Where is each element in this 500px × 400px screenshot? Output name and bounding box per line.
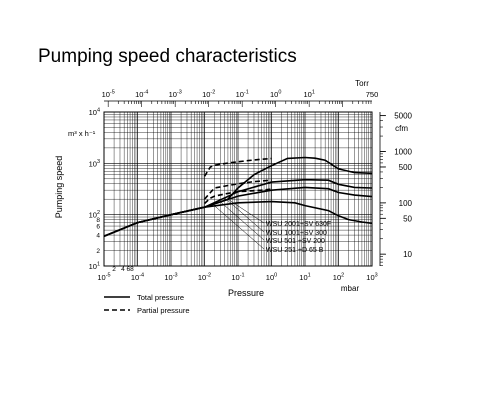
y-tick-label: 101 — [89, 262, 100, 272]
series-label-3: WSU 501 +SV 200 — [266, 238, 325, 245]
top-tick-label: 100 — [270, 90, 281, 100]
x-tick-label-exponent: 2 — [341, 273, 344, 279]
right-tick-label: 5000 — [394, 112, 412, 121]
top-tick-label: 10-2 — [202, 90, 215, 100]
right-tick-label: 10 — [403, 250, 412, 259]
y-minor-label: 4 — [96, 233, 100, 240]
x-tick-label: 10-5 — [97, 273, 110, 283]
series-leader-4 — [214, 205, 265, 250]
top-axis-ticks — [107, 101, 372, 107]
series-label-1: WSU 2001+SV 630F — [266, 221, 331, 228]
top-tick-label: 10-3 — [169, 90, 182, 100]
x-minor-label: 4 68 — [121, 266, 134, 273]
series-leader-1 — [227, 199, 265, 224]
series-partial-line-3 — [203, 188, 272, 205]
top-tick-label: 10-5 — [102, 90, 115, 100]
top-tick-label: 750 — [366, 90, 379, 99]
x-tick-label-exponent: -1 — [240, 273, 245, 279]
y-tick-label-exponent: 1 — [97, 262, 100, 268]
x-tick-label: 10-3 — [164, 273, 177, 283]
right-tick-label: 100 — [399, 199, 413, 208]
top-tick-label-exponent: -5 — [110, 90, 115, 96]
legend-partial-label: Partial pressure — [137, 306, 190, 315]
x-minor-label: 2 — [112, 266, 116, 273]
series-label-4: WSU 251 +D 65 B — [266, 247, 324, 254]
top-tick-label: 10-4 — [135, 90, 148, 100]
plot-frame — [103, 111, 373, 267]
y-tick-label-exponent: 4 — [97, 108, 100, 114]
y-tick-label: 104 — [89, 108, 100, 118]
x-axis-label: Pressure — [228, 288, 264, 298]
top-tick-label: 101 — [303, 90, 314, 100]
top-tick-label: 10-1 — [236, 90, 249, 100]
x-tick-label: 101 — [299, 273, 310, 283]
x-tick-label-exponent: 0 — [274, 273, 277, 279]
x-tick-label: 10-2 — [198, 273, 211, 283]
x-axis-unit: mbar — [341, 284, 360, 293]
y-axis-label: Pumping speed — [54, 156, 64, 219]
top-tick-label-exponent: -1 — [244, 90, 249, 96]
x-tick-label-exponent: -2 — [206, 273, 211, 279]
series-partial-line-2 — [203, 179, 272, 200]
x-tick-label-exponent: -3 — [173, 273, 178, 279]
y-minor-label: 8 — [96, 217, 100, 224]
y-tick-label: 102 — [89, 210, 100, 220]
top-axis-unit: Torr — [355, 79, 369, 88]
top-tick-label-exponent: 1 — [312, 90, 315, 96]
right-tick-label: 500 — [399, 163, 413, 172]
y-axis-unit: m³ x h⁻¹ — [68, 129, 96, 138]
top-tick-label-exponent: -2 — [210, 90, 215, 96]
series-leader-2 — [224, 197, 265, 233]
x-tick-label-exponent: 1 — [308, 273, 311, 279]
y-tick-label-exponent: 3 — [97, 159, 100, 165]
top-tick-label-exponent: -3 — [177, 90, 182, 96]
chart-title: Pumping speed characteristics — [38, 46, 297, 67]
x-tick-label: 102 — [333, 273, 344, 283]
right-axis-unit: cfm — [395, 124, 408, 133]
right-axis-ticks — [380, 115, 386, 266]
x-tick-label-exponent: 3 — [375, 273, 378, 279]
series-partial-line-1 — [203, 157, 272, 177]
series-line-4 — [103, 200, 373, 237]
x-tick-label-exponent: -4 — [139, 273, 144, 279]
y-minor-label: 6 — [96, 224, 100, 231]
legend-total-label: Total pressure — [137, 293, 184, 302]
series-group — [103, 156, 373, 237]
y-minor-label: 2 — [96, 248, 100, 255]
top-tick-label-exponent: 0 — [278, 90, 281, 96]
top-tick-label-exponent: -4 — [143, 90, 148, 96]
x-tick-label-exponent: -5 — [106, 273, 111, 279]
x-tick-label: 10-4 — [131, 273, 144, 283]
y-tick-label: 103 — [89, 159, 100, 169]
right-tick-label: 50 — [403, 214, 412, 223]
x-tick-label: 10-1 — [231, 273, 244, 283]
right-tick-label: 1000 — [394, 148, 412, 157]
x-tick-label: 103 — [366, 273, 377, 283]
x-tick-label: 100 — [266, 273, 277, 283]
y-tick-label-exponent: 2 — [97, 210, 100, 216]
series-label-2: WSU 1001+SV 300 — [266, 230, 327, 237]
series-leader-3 — [220, 201, 265, 241]
